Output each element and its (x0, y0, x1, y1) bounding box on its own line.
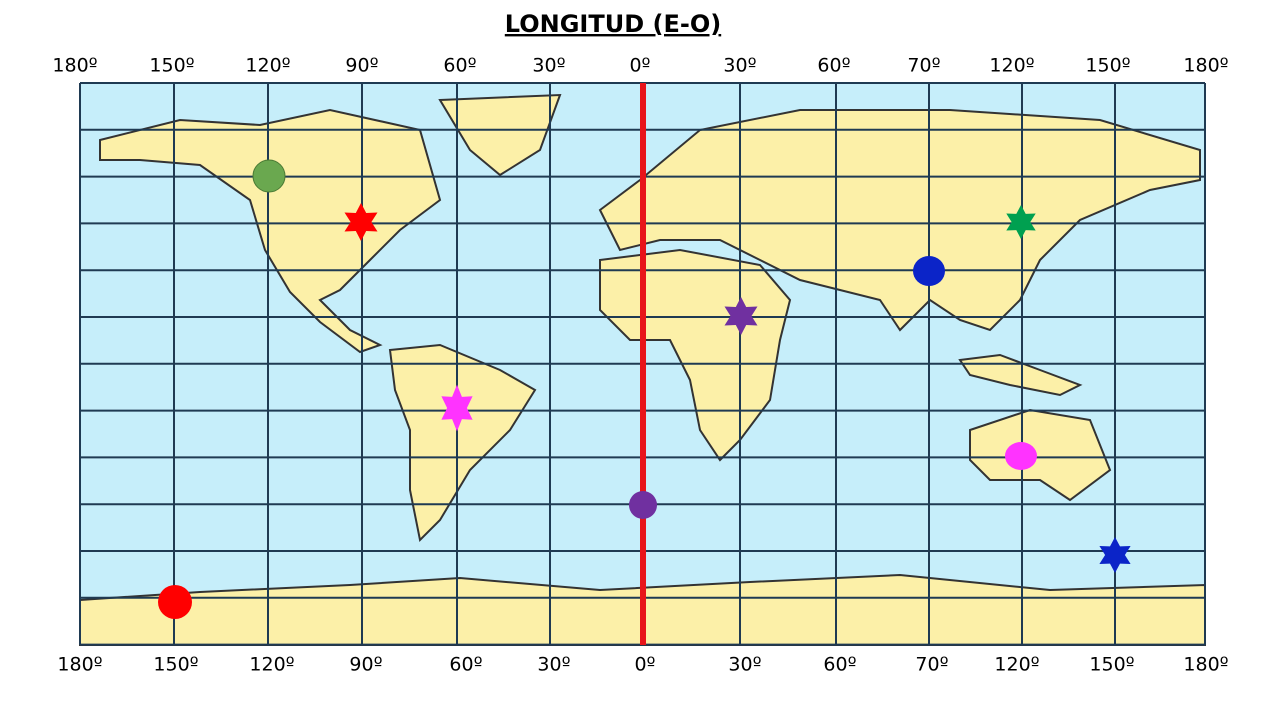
south-america (388, 343, 537, 543)
bottom-label: 120º (249, 654, 294, 676)
bottom-label: 180º (1183, 654, 1228, 676)
top-label: 150º (1085, 55, 1130, 77)
top-label: 150º (149, 55, 194, 77)
indonesia (958, 353, 1083, 397)
top-label: 90º (345, 55, 378, 77)
bottom-label: 180º (57, 654, 102, 676)
markers (158, 159, 1131, 619)
top-label: 30º (532, 55, 565, 77)
top-label: 70º (907, 55, 940, 77)
eurasia (598, 109, 1201, 332)
top-label: 120º (245, 55, 290, 77)
marker-star (1099, 537, 1131, 573)
bottom-label: 70º (915, 654, 948, 676)
marker-ellipse (1005, 442, 1037, 470)
bottom-label: 30º (728, 654, 761, 676)
top-label: 180º (1183, 55, 1228, 77)
top-label: 0º (629, 55, 650, 77)
marker-star (344, 203, 378, 241)
marker-circle (913, 256, 945, 286)
top-label: 120º (989, 55, 1034, 77)
bottom-label: 30º (537, 654, 570, 676)
marker-circle (252, 159, 286, 193)
bottom-label: 150º (153, 654, 198, 676)
bottom-label: 0º (634, 654, 655, 676)
bottom-label: 120º (994, 654, 1039, 676)
bottom-label: 60º (823, 654, 856, 676)
top-label: 60º (817, 55, 850, 77)
title: LONGITUD (E-O) (505, 10, 721, 38)
top-label: 30º (723, 55, 756, 77)
greenland (438, 93, 562, 177)
bottom-label: 60º (449, 654, 482, 676)
marker-circle (629, 491, 657, 519)
marker-star (441, 384, 473, 432)
top-label: 60º (443, 55, 476, 77)
top-label: 180º (52, 55, 97, 77)
australia (969, 408, 1112, 502)
marker-star (1006, 205, 1036, 239)
bottom-label: 90º (349, 654, 382, 676)
marker-star (724, 297, 758, 335)
continents (79, 93, 1206, 646)
bottom-label: 150º (1089, 654, 1134, 676)
marker-circle (158, 585, 192, 619)
